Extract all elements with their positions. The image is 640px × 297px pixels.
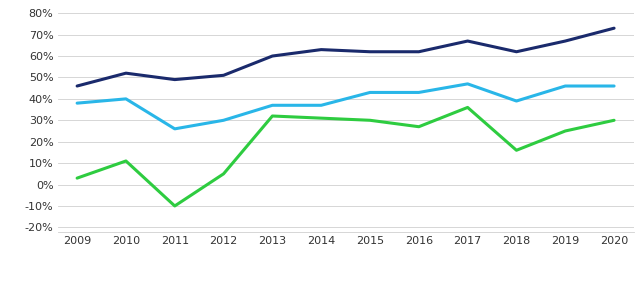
- Line: Europe: Europe: [77, 84, 614, 129]
- Europe: [220, 119, 227, 122]
- US: [513, 50, 520, 53]
- Japan: [415, 125, 422, 129]
- Japan: [220, 172, 227, 176]
- US: [122, 71, 130, 75]
- Line: Japan: Japan: [77, 108, 614, 206]
- Japan: [122, 159, 130, 163]
- US: [269, 54, 276, 58]
- Japan: [464, 106, 472, 109]
- US: [317, 48, 325, 51]
- US: [366, 50, 374, 53]
- Japan: [171, 204, 179, 208]
- Europe: [464, 82, 472, 86]
- Europe: [610, 84, 618, 88]
- Europe: [317, 104, 325, 107]
- Europe: [561, 84, 569, 88]
- Japan: [317, 116, 325, 120]
- Europe: [74, 101, 81, 105]
- US: [561, 39, 569, 43]
- Europe: [171, 127, 179, 131]
- Japan: [269, 114, 276, 118]
- US: [220, 74, 227, 77]
- Europe: [366, 91, 374, 94]
- Europe: [269, 104, 276, 107]
- Europe: [415, 91, 422, 94]
- US: [74, 84, 81, 88]
- Japan: [366, 119, 374, 122]
- Europe: [122, 97, 130, 101]
- Line: US: US: [77, 28, 614, 86]
- US: [464, 39, 472, 43]
- Europe: [513, 99, 520, 103]
- Japan: [74, 176, 81, 180]
- Japan: [561, 129, 569, 133]
- US: [610, 26, 618, 30]
- Japan: [610, 119, 618, 122]
- Japan: [513, 148, 520, 152]
- US: [171, 78, 179, 81]
- US: [415, 50, 422, 53]
